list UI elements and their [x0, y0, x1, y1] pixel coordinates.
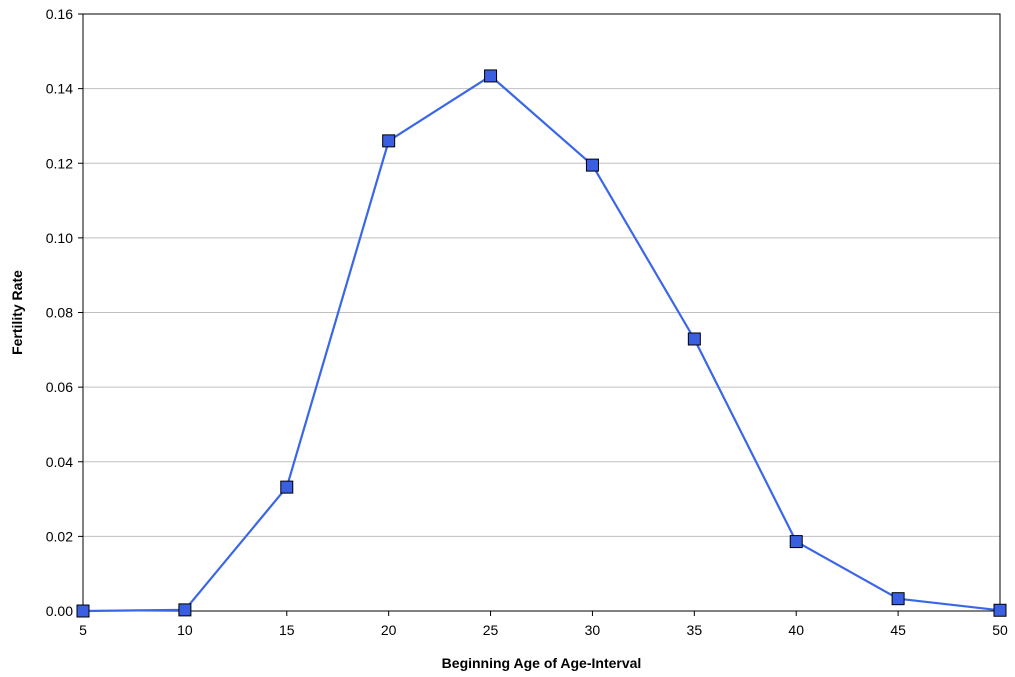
y-tick-label: 0.06	[46, 379, 73, 395]
x-tick-label: 15	[279, 622, 295, 638]
data-point	[178, 603, 192, 617]
y-tick-label: 0.12	[46, 155, 73, 171]
x-tick-label: 45	[890, 622, 906, 638]
y-axis-tick-labels: 0.00 0.02 0.04 0.06 0.08 0.10 0.12 0.14 0.16	[46, 6, 73, 619]
y-tick-label: 0.00	[46, 603, 73, 619]
data-point	[382, 134, 396, 148]
data-point	[585, 158, 599, 172]
y-tick-label: 0.02	[46, 528, 73, 544]
x-tick-label: 5	[79, 622, 87, 638]
data-point	[687, 332, 701, 346]
x-axis-tick-labels: 5 10 15 20 25 30 35 40 45 50	[79, 622, 1008, 638]
x-tick-label: 35	[687, 622, 703, 638]
x-tick-label: 20	[381, 622, 397, 638]
y-tick-label: 0.14	[46, 81, 73, 97]
y-tick-label: 0.16	[46, 6, 73, 22]
data-point	[280, 480, 294, 494]
y-tick-label: 0.10	[46, 230, 73, 246]
axis-ticks	[78, 13, 1001, 616]
data-point	[891, 592, 905, 606]
x-tick-label: 30	[585, 622, 601, 638]
x-tick-label: 50	[992, 622, 1008, 638]
x-tick-label: 25	[483, 622, 499, 638]
y-tick-label: 0.08	[46, 305, 73, 321]
series-line	[82, 74, 1001, 613]
data-point	[993, 603, 1007, 617]
y-tick-label: 0.04	[46, 454, 73, 470]
data-point	[484, 69, 498, 83]
data-point	[76, 604, 90, 618]
y-axis-title: Fertility Rate	[9, 270, 25, 355]
gridlines	[83, 88, 1000, 537]
x-tick-label: 40	[788, 622, 804, 638]
x-axis-title: Beginning Age of Age-Interval	[442, 655, 642, 671]
data-point	[789, 535, 803, 549]
series-layer	[76, 69, 1007, 618]
x-tick-label: 10	[177, 622, 193, 638]
